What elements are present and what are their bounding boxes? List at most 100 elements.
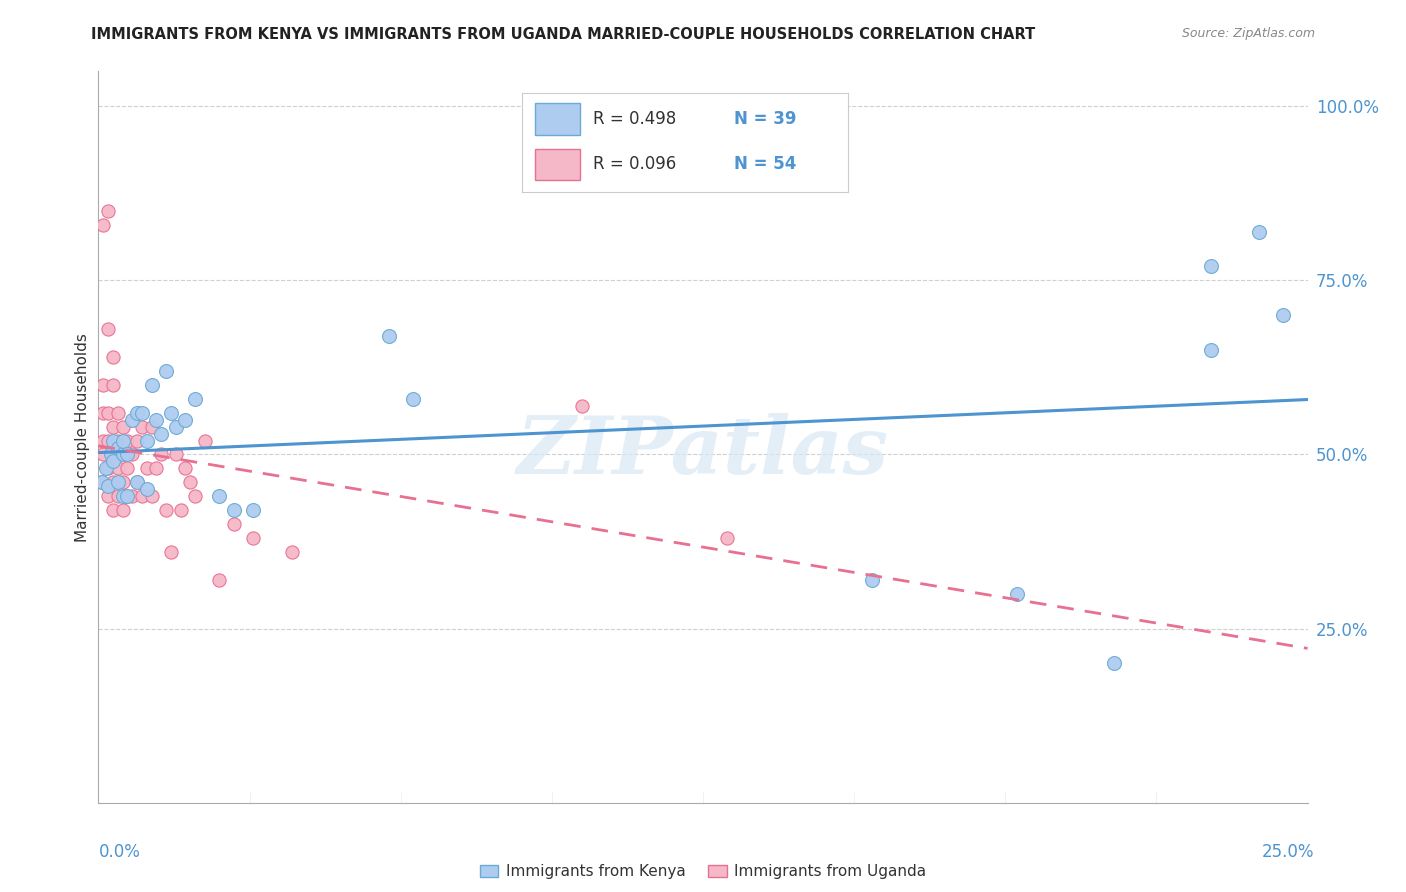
Point <box>155 364 177 378</box>
Point <box>111 448 134 462</box>
Point <box>150 448 173 462</box>
Point <box>97 489 120 503</box>
Point <box>169 503 191 517</box>
Point <box>111 419 134 434</box>
Point <box>141 377 163 392</box>
Point <box>127 475 149 490</box>
Point <box>91 434 114 448</box>
Point <box>100 448 122 462</box>
Point <box>1199 260 1222 274</box>
Point <box>91 218 114 232</box>
Point <box>165 448 187 462</box>
Point <box>121 448 143 462</box>
Text: IMMIGRANTS FROM KENYA VS IMMIGRANTS FROM UGANDA MARRIED-COUPLE HOUSEHOLDS CORREL: IMMIGRANTS FROM KENYA VS IMMIGRANTS FROM… <box>91 27 1036 42</box>
Point <box>111 503 134 517</box>
Point <box>179 475 201 490</box>
Point <box>184 392 207 406</box>
Point <box>131 406 153 420</box>
Point <box>131 419 153 434</box>
Point <box>107 489 129 503</box>
Point <box>174 412 197 426</box>
Point <box>160 406 183 420</box>
Point <box>127 434 149 448</box>
Point <box>111 448 134 462</box>
Point <box>111 489 134 503</box>
Point <box>121 412 143 426</box>
Point <box>131 489 153 503</box>
Point <box>174 461 197 475</box>
Point <box>1249 225 1271 239</box>
Point <box>160 545 183 559</box>
Legend: Immigrants from Kenya, Immigrants from Uganda: Immigrants from Kenya, Immigrants from U… <box>479 864 927 880</box>
Point <box>97 479 120 493</box>
Point <box>97 434 120 448</box>
Point <box>135 461 157 475</box>
Point <box>1102 657 1125 671</box>
Point <box>91 406 114 420</box>
Point <box>222 517 245 532</box>
Point <box>101 503 124 517</box>
Point <box>281 545 304 559</box>
Point <box>141 419 163 434</box>
Point <box>1007 587 1029 601</box>
Point <box>107 475 129 490</box>
Point <box>97 406 120 420</box>
Y-axis label: Married-couple Households: Married-couple Households <box>75 333 90 541</box>
Point <box>101 377 124 392</box>
Point <box>222 503 245 517</box>
Point <box>150 426 173 441</box>
Point <box>155 503 177 517</box>
Point <box>117 434 139 448</box>
Point <box>184 489 207 503</box>
Point <box>111 475 134 490</box>
Point <box>121 489 143 503</box>
Point <box>101 475 124 490</box>
Point <box>571 399 593 413</box>
Point <box>402 392 425 406</box>
Point <box>1199 343 1222 357</box>
Point <box>107 434 129 448</box>
Point <box>101 448 124 462</box>
Point <box>860 573 883 587</box>
Point <box>242 531 264 545</box>
Point <box>101 350 124 364</box>
Text: 0.0%: 0.0% <box>98 843 141 861</box>
Point <box>716 531 738 545</box>
Point <box>135 434 157 448</box>
Point <box>145 412 167 426</box>
Point <box>242 503 264 517</box>
Point <box>107 406 129 420</box>
Point <box>117 489 139 503</box>
Point <box>111 434 134 448</box>
Text: 25.0%: 25.0% <box>1263 843 1315 861</box>
Point <box>97 322 120 336</box>
Point <box>117 489 139 503</box>
Point <box>135 483 157 497</box>
Text: Source: ZipAtlas.com: Source: ZipAtlas.com <box>1181 27 1315 40</box>
Point <box>141 489 163 503</box>
Text: ZIPatlas: ZIPatlas <box>517 413 889 491</box>
Point <box>90 475 112 490</box>
Point <box>97 203 120 218</box>
Point <box>1272 308 1295 322</box>
Point <box>91 448 114 462</box>
Point <box>97 461 120 475</box>
Point <box>377 329 399 343</box>
Point <box>101 434 124 448</box>
Point <box>91 377 114 392</box>
Point <box>91 475 114 490</box>
Point <box>194 434 217 448</box>
Point <box>107 461 129 475</box>
Point <box>117 461 139 475</box>
Point <box>117 448 139 462</box>
Point <box>165 419 187 434</box>
Point <box>101 419 124 434</box>
Point <box>127 475 149 490</box>
Point <box>107 441 129 455</box>
Point <box>94 461 117 475</box>
Point <box>127 406 149 420</box>
Point <box>145 461 167 475</box>
Point <box>208 489 231 503</box>
Point <box>101 454 124 468</box>
Point <box>208 573 231 587</box>
